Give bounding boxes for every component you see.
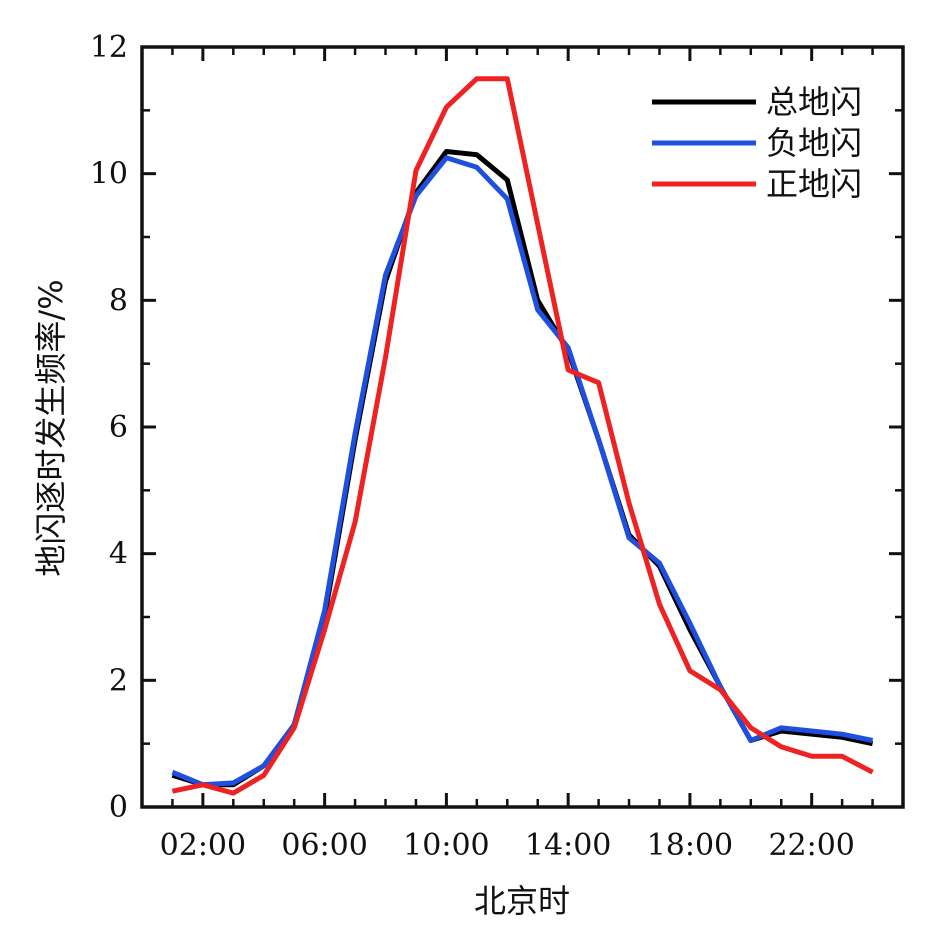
- legend-label-negative: 负地闪: [766, 124, 862, 162]
- x-tick-label: 14:00: [525, 828, 611, 863]
- x-tick-label: 22:00: [768, 828, 854, 863]
- x-tick-label: 10:00: [403, 828, 489, 863]
- series-layer: [171, 76, 874, 796]
- y-tick-label: 12: [90, 30, 128, 65]
- x-tick-label: 02:00: [160, 828, 246, 863]
- legend-label-positive: 正地闪: [766, 165, 862, 203]
- legend: 总地闪 负地闪 正地闪: [652, 83, 862, 203]
- x-tick-label: 06:00: [281, 828, 367, 863]
- plot-frame: [140, 45, 905, 809]
- y-tick-label: 2: [109, 663, 128, 698]
- y-tick-label: 10: [90, 157, 128, 192]
- y-tick-label: 0: [109, 790, 128, 825]
- legend-label-total: 总地闪: [766, 83, 862, 121]
- x-axis-title: 北京时: [474, 882, 570, 920]
- x-tick-label: 18:00: [647, 828, 733, 863]
- y-tick-label: 8: [109, 283, 128, 318]
- y-axis-title: 地闪逐时发生频率/%: [32, 279, 70, 576]
- series-line-negative: [171, 155, 874, 788]
- y-tick-label: 6: [109, 410, 128, 445]
- y-tick-label: 4: [109, 537, 128, 572]
- series-line-positive: [171, 76, 874, 796]
- tick-labels-layer: 0 2 4 6 8 10 12 02:00 06:00 10:00 14:00 18:00 22:00: [90, 30, 855, 863]
